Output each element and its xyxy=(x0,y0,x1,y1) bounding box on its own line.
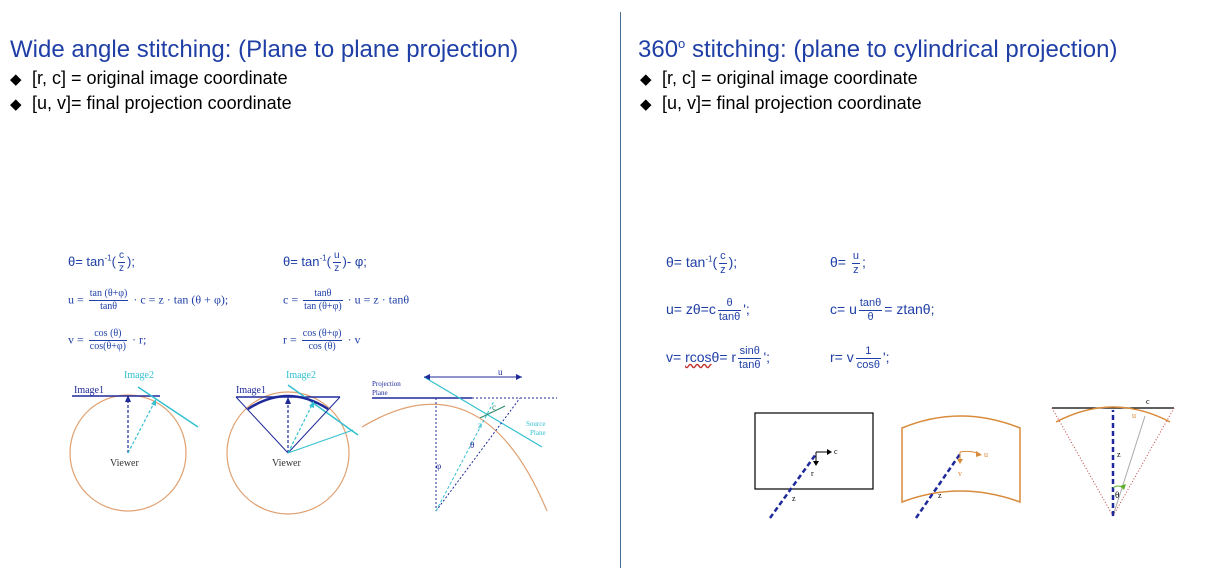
eq-u-left: u = tan (θ+φ) tanθ · c = z · tan (θ + φ); xyxy=(68,288,229,312)
eq-theta-right-a: θ= tan-1(c z); xyxy=(666,250,738,276)
phi-label: φ xyxy=(436,461,441,471)
u-label: u xyxy=(1132,411,1136,420)
viewer-circle xyxy=(226,391,350,515)
figure-image-plane: c r z xyxy=(754,412,874,519)
figure-plane-projection-3: Projection Plane Source Plane u c z θ φ xyxy=(361,367,557,512)
arc xyxy=(361,403,548,512)
left-bullet-2-text: [u, v]= final projection coordinate xyxy=(32,93,292,113)
left-title: Wide angle stitching: (Plane to plane pr… xyxy=(10,36,519,63)
diamond-bullet-icon: ◆ xyxy=(640,96,652,113)
image1-label: Image1 xyxy=(74,385,104,396)
cylinder-arc xyxy=(1055,406,1171,423)
source-label-2: Plane xyxy=(530,429,546,437)
image-rect xyxy=(754,412,874,490)
projection-arc xyxy=(247,394,329,411)
left-bullet-1-text: [r, c] = original image coordinate xyxy=(32,68,288,88)
cylinder-surface xyxy=(901,415,1021,504)
image1-label: Image1 xyxy=(236,385,266,396)
figure-plane-projection-2: Image1 Image2 Viewer xyxy=(226,370,359,515)
right-bullet-1-text: [r, c] = original image coordinate xyxy=(662,68,918,88)
z-label: z xyxy=(1117,450,1121,459)
image2-plane xyxy=(137,386,199,428)
theta-label: θ xyxy=(1115,490,1119,500)
source-plane xyxy=(423,376,543,448)
source-label-1: Source xyxy=(526,420,545,428)
eq-u-right: u= zθ=c θ tanθ '; xyxy=(666,297,750,323)
eq-v-right: v= rcosθ= r sinθ tanθ '; xyxy=(666,345,771,371)
diamond-bullet-icon: ◆ xyxy=(10,96,22,113)
v-label: v xyxy=(958,469,962,478)
figure-plane-projection-1: Image1 Image2 Viewer xyxy=(69,370,199,512)
diamond-bullet-icon: ◆ xyxy=(10,71,22,88)
c-label: c xyxy=(1146,397,1150,406)
figure-cylinder-patch: u v z xyxy=(901,415,1021,519)
z-axis xyxy=(768,453,818,519)
eq-r-right: r= v 1 cosθ '; xyxy=(830,345,890,371)
view-ray-2 xyxy=(127,402,155,454)
right-bullet-2-text: [u, v]= final projection coordinate xyxy=(662,93,922,113)
theta-label: θ xyxy=(470,440,474,450)
image2-label: Image2 xyxy=(124,370,154,381)
z-label: z xyxy=(478,420,482,430)
right-bullet-2: ◆ [u, v]= final projection coordinate xyxy=(640,93,922,114)
eq-theta-right-b: θ= u z; xyxy=(830,250,866,276)
viewer-label: Viewer xyxy=(272,458,301,469)
figure-top-view: c u z θ xyxy=(1051,397,1175,517)
image2-label: Image2 xyxy=(286,370,316,381)
eq-theta-left-b: θ= tan-1(u z)- φ; xyxy=(283,250,367,274)
viewer-label: Viewer xyxy=(110,458,139,469)
eq-c-right: c= u tanθ θ = ztanθ; xyxy=(830,297,935,323)
u-label: u xyxy=(498,367,503,377)
eq-r-left: r = cos (θ+φ) cos (θ) · v xyxy=(283,328,361,352)
right-bullet-1: ◆ [r, c] = original image coordinate xyxy=(640,68,918,89)
c-label: c xyxy=(492,402,496,412)
eq-c-left: c = tanθ tan (θ+φ) · u = z · tanθ xyxy=(283,288,410,312)
c-label: c xyxy=(834,447,838,456)
z-label: z xyxy=(938,491,942,500)
r-label: r xyxy=(811,469,814,478)
eq-theta-left-a: θ= tan-1(c z); xyxy=(68,250,135,274)
eq-v-left: v = cos (θ) cos(θ+φ) · r; xyxy=(68,328,147,352)
z-axis xyxy=(914,453,962,519)
projection-label-2: Plane xyxy=(372,389,388,397)
right-title: 360o stitching: (plane to cylindrical pr… xyxy=(638,36,1118,63)
left-bullet-1: ◆ [r, c] = original image coordinate xyxy=(10,68,288,89)
image2-plane xyxy=(287,384,359,436)
projection-label-1: Projection xyxy=(372,380,401,388)
u-label: u xyxy=(984,450,988,459)
column-divider xyxy=(620,12,621,568)
z-label: z xyxy=(792,494,796,503)
diamond-bullet-icon: ◆ xyxy=(640,71,652,88)
left-bullet-2: ◆ [u, v]= final projection coordinate xyxy=(10,93,292,114)
